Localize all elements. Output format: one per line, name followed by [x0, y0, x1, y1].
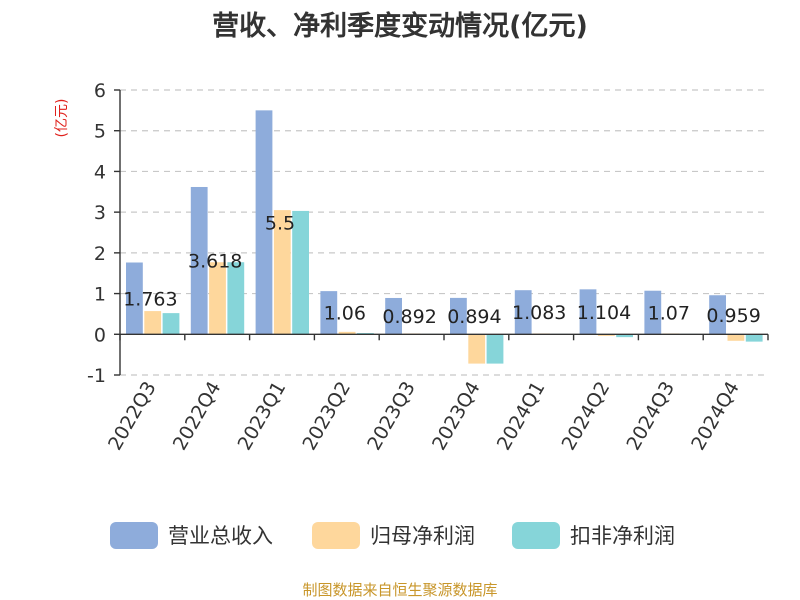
x-tick-label-2023Q1: 2023Q1 — [234, 378, 291, 454]
bar-2022Q3-series-1 — [144, 311, 162, 335]
data-label-2023Q3: 0.892 — [382, 306, 436, 328]
legend: 营业总收入 归母净利润 扣非净利润 — [110, 522, 675, 549]
x-tick-label-2022Q3: 2022Q3 — [104, 378, 161, 454]
bar-2023Q1-series-0 — [255, 110, 273, 335]
bar-2024Q4-series-1 — [727, 334, 745, 341]
bar-2023Q4-series-0 — [450, 297, 467, 335]
legend-swatch-1 — [312, 522, 360, 549]
legend-swatch-0 — [110, 522, 158, 549]
data-label-2023Q1: 5.5 — [265, 212, 295, 234]
bars — [126, 110, 763, 364]
bar-2024Q4-series-2 — [745, 334, 763, 342]
y-axis-unit-label: (亿元) — [54, 99, 70, 138]
bar-2023Q4-series-1 — [468, 334, 486, 364]
y-tick-label: 4 — [94, 161, 106, 183]
data-label-2022Q4: 3.618 — [188, 251, 242, 273]
y-tick-label: 1 — [94, 284, 106, 306]
data-label-2023Q4: 0.894 — [447, 306, 501, 328]
y-tick-label: 6 — [94, 80, 106, 102]
data-label-2024Q3: 1.07 — [648, 303, 690, 325]
bar-2024Q2-series-1 — [597, 334, 615, 336]
bar-2024Q2-series-2 — [616, 334, 633, 338]
x-tick-label-2023Q4: 2023Q4 — [428, 378, 485, 454]
data-label-2024Q2: 1.104 — [577, 302, 631, 324]
source-note: 制图数据来自恒生聚源数据库 — [302, 581, 497, 599]
legend-label-2: 扣非净利润 — [570, 524, 675, 548]
x-tick-label-2024Q4: 2024Q4 — [687, 378, 744, 454]
x-tick-label-2023Q3: 2023Q3 — [363, 378, 420, 454]
data-label-2024Q4: 0.959 — [706, 305, 760, 327]
axes — [119, 90, 769, 375]
bar-2023Q3-series-0 — [385, 297, 402, 335]
bar-2022Q3-series-2 — [162, 313, 180, 335]
bar-2024Q2-series-0 — [579, 289, 597, 335]
legend-swatch-2 — [512, 522, 560, 549]
bar-2023Q4-series-2 — [486, 334, 504, 364]
bar-2022Q4-series-2 — [227, 262, 245, 335]
y-tick-label: -1 — [87, 365, 106, 387]
data-label-2022Q3: 1.763 — [123, 288, 177, 310]
bar-2024Q4-series-0 — [709, 295, 726, 335]
data-labels: 1.763 3.618 5.5 1.06 0.892 0.894 1.083 1.104 1.0… — [123, 212, 761, 328]
bar-2022Q3-series-0 — [126, 262, 143, 335]
x-tick-label-2024Q3: 2024Q3 — [622, 378, 679, 454]
data-label-2023Q2: 1.06 — [324, 303, 366, 325]
bar-2023Q1-series-1 — [273, 210, 291, 335]
legend-label-1: 归母净利润 — [370, 524, 475, 548]
bar-2022Q4-series-0 — [190, 186, 208, 335]
bar-2022Q4-series-1 — [209, 262, 226, 335]
legend-label-0: 营业总收入 — [168, 524, 273, 548]
x-tick-label-2023Q2: 2023Q2 — [298, 378, 355, 454]
bar-2024Q3-series-0 — [644, 290, 662, 335]
x-axis-ticks: 2022Q3 2022Q4 2023Q1 2023Q2 2023Q3 2023Q4 2024… — [104, 378, 744, 454]
x-tick-label-2024Q2: 2024Q2 — [558, 378, 615, 454]
bar-2023Q2-series-1 — [338, 331, 356, 335]
x-tick-label-2024Q1: 2024Q1 — [493, 378, 550, 454]
x-tick-label-2022Q4: 2022Q4 — [169, 378, 226, 454]
y-tick-label: 3 — [94, 202, 106, 224]
y-axis-ticks: -1 0 1 2 3 4 5 6 — [87, 80, 120, 387]
bar-2023Q1-series-2 — [292, 210, 309, 335]
chart-title: 营收、净利季度变动情况(亿元) — [212, 10, 588, 42]
y-tick-label: 2 — [94, 243, 106, 265]
y-tick-label: 0 — [94, 324, 106, 346]
bar-2024Q1-series-0 — [514, 290, 532, 335]
data-label-2024Q1: 1.083 — [512, 302, 566, 324]
y-tick-label: 5 — [94, 121, 106, 143]
bar-2023Q2-series-0 — [320, 291, 338, 335]
